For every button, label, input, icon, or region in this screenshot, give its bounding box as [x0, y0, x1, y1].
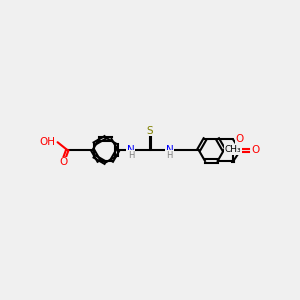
- Text: H: H: [166, 151, 172, 160]
- Text: N: N: [166, 145, 173, 154]
- Text: OH: OH: [39, 137, 55, 147]
- Text: N: N: [127, 145, 135, 154]
- Text: O: O: [252, 146, 260, 155]
- Text: O: O: [59, 158, 68, 167]
- Text: O: O: [235, 134, 244, 144]
- Text: CH₃: CH₃: [224, 145, 241, 154]
- Text: H: H: [128, 151, 134, 160]
- Text: S: S: [147, 126, 153, 136]
